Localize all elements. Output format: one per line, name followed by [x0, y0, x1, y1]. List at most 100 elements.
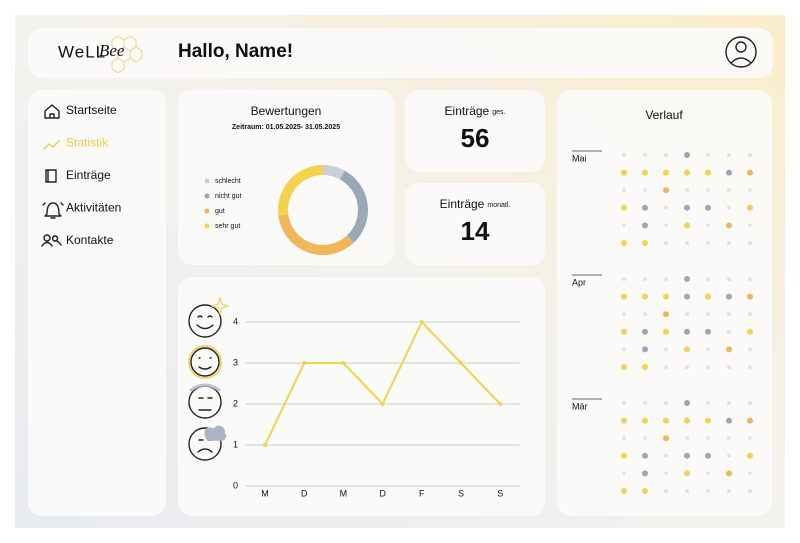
- history-dot: [664, 347, 668, 352]
- history-dot: [748, 241, 752, 245]
- history-dot: [705, 204, 711, 211]
- legend-label: nicht gut: [215, 193, 242, 200]
- history-dot: [642, 470, 648, 477]
- logo-text: WeLL: [58, 42, 106, 61]
- history-dot: [684, 152, 690, 158]
- history-dot: [748, 471, 752, 476]
- history-dot: [621, 204, 627, 211]
- history-dot: [748, 153, 752, 157]
- donut-segment: [278, 214, 354, 255]
- history-dot: [748, 436, 752, 441]
- bell-icon: [42, 202, 64, 219]
- history-dot: [684, 204, 690, 211]
- history-dot: [685, 312, 689, 317]
- logo[interactable]: WeLL Bee: [58, 35, 143, 74]
- history-dot: [706, 401, 710, 405]
- card-title: Verlauf: [645, 108, 683, 122]
- history-dot: [727, 436, 731, 441]
- history-dot: [748, 312, 752, 317]
- history-dot: [684, 346, 690, 353]
- history-dot: [664, 241, 668, 245]
- book-icon: [45, 169, 57, 183]
- history-dot: [663, 169, 669, 176]
- history-dot: [684, 222, 690, 229]
- history-dot: [642, 222, 648, 229]
- history-dot: [643, 153, 647, 157]
- history-dot: [664, 365, 668, 369]
- history-dot: [664, 223, 668, 228]
- history-dot: [706, 241, 710, 245]
- y-tick-label: 4: [233, 316, 238, 326]
- history-dot: [621, 417, 627, 424]
- card-title: Bewertungen: [251, 104, 322, 118]
- legend-dot: [204, 223, 210, 229]
- history-dot: [706, 489, 710, 493]
- nav-item[interactable]: Aktivitäten: [66, 201, 121, 215]
- stat-suffix: ges.: [492, 109, 505, 116]
- history-dot: [664, 205, 668, 210]
- history-dot: [726, 417, 732, 424]
- history-dot: [664, 153, 668, 157]
- stat-label: Einträge monatl.: [440, 197, 511, 211]
- history-dot: [747, 417, 753, 424]
- history-dot: [684, 293, 690, 300]
- history-dot: [747, 452, 753, 459]
- history-dot: [663, 417, 669, 424]
- x-tick-label: D: [301, 488, 308, 498]
- x-tick-label: S: [458, 488, 464, 498]
- history-dot: [727, 329, 731, 334]
- mood-card: [178, 277, 545, 516]
- history-dot: [684, 400, 690, 406]
- history-dot: [684, 452, 690, 459]
- history-dot: [642, 204, 648, 211]
- history-dot: [705, 452, 711, 459]
- x-tick-label: S: [497, 488, 503, 498]
- history-dot: [748, 401, 752, 405]
- history-dot: [747, 293, 753, 300]
- stat-value: 56: [461, 123, 490, 153]
- history-dot: [622, 471, 626, 476]
- nav-item[interactable]: Startseite: [66, 103, 117, 117]
- history-dot: [747, 169, 753, 176]
- nav: Startseite Statistik Einträge Aktivitäten Ko…: [41, 103, 121, 247]
- history-dot: [726, 293, 732, 300]
- history-dot: [748, 223, 752, 228]
- donut-segment: [339, 170, 368, 243]
- history-card: [557, 90, 772, 516]
- history-dot: [642, 293, 648, 300]
- history-dot: [663, 187, 669, 194]
- history-dot: [684, 470, 690, 477]
- history-dot: [727, 365, 731, 369]
- history-dot: [643, 188, 647, 193]
- history-dot: [726, 169, 732, 176]
- stat-label-text: Einträge: [440, 197, 485, 211]
- nav-item[interactable]: Einträge: [66, 168, 111, 182]
- history-dot: [622, 153, 626, 157]
- y-tick-label: 2: [233, 398, 238, 408]
- legend-label: sehr gut: [215, 223, 240, 230]
- history-dot: [706, 153, 710, 157]
- history-dot: [622, 223, 626, 228]
- nav-item[interactable]: Statistik: [66, 136, 109, 150]
- mood-faces: [188, 297, 229, 461]
- profile-icon[interactable]: [725, 36, 757, 68]
- history-dot: [727, 453, 731, 458]
- stat-card: [405, 90, 545, 172]
- history-dot: [727, 205, 731, 210]
- history-dot: [642, 169, 648, 176]
- history-dot: [663, 293, 669, 300]
- history-dot: [684, 169, 690, 176]
- history-dot: [664, 401, 668, 405]
- history-dot: [622, 312, 626, 317]
- history-dot: [664, 277, 668, 281]
- mood-point: [341, 361, 346, 365]
- legend-dot: [204, 208, 210, 214]
- stat-label: Einträge ges.: [445, 104, 506, 118]
- history-dot: [706, 277, 710, 281]
- home-icon: [44, 104, 60, 119]
- legend-dot: [204, 178, 210, 184]
- history-dot: [684, 417, 690, 424]
- nav-item[interactable]: Kontakte: [66, 233, 114, 247]
- history-dot: [748, 277, 752, 281]
